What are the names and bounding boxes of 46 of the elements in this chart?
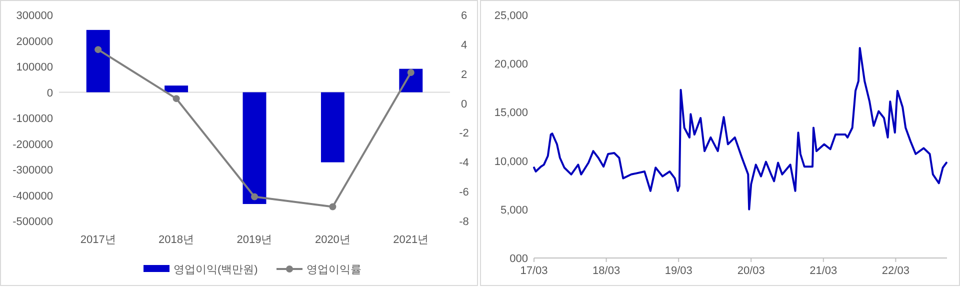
- x-tick-label: 2021년: [393, 234, 429, 246]
- y-tick-label: 10,000: [494, 156, 528, 168]
- y2-tick-label: -4: [459, 157, 469, 170]
- y2-tick-label: -6: [459, 186, 469, 199]
- x-tick-label: 2019년: [236, 234, 272, 246]
- x-tick-label: 2017년: [80, 234, 116, 246]
- y-tick-label: 5,000: [500, 204, 528, 216]
- y-tick-label: -500000: [12, 216, 53, 228]
- bar: [242, 92, 266, 204]
- y2-tick-label: 2: [460, 68, 468, 81]
- y-tick-label: 100000: [16, 62, 53, 74]
- bar: [164, 86, 188, 92]
- y2-tick-label: 6: [460, 10, 468, 22]
- x-tick-label: 17/03: [520, 265, 548, 277]
- point: [172, 95, 180, 102]
- bar: [86, 30, 110, 92]
- y2-tick-label: -2: [459, 128, 469, 140]
- y-tick-label: 300000: [16, 10, 53, 22]
- legend-label: 영업이익률: [306, 264, 362, 276]
- point: [94, 46, 102, 54]
- point: [329, 203, 336, 210]
- x-tick-label: 2018년: [158, 234, 194, 246]
- x-tick-label: 19/03: [664, 265, 692, 277]
- y-tick-label: -300000: [12, 164, 53, 176]
- x-tick-label: 20/03: [737, 265, 765, 277]
- y-tick-label: 200000: [16, 36, 53, 48]
- y-tick-label: 20,000: [494, 58, 528, 71]
- x-tick-label: 18/03: [592, 265, 620, 277]
- y-tick-label: -100000: [12, 113, 53, 125]
- point: [251, 193, 258, 200]
- point: [407, 69, 414, 76]
- y-tick-label: 000: [510, 253, 528, 265]
- y-tick-label: -200000: [12, 138, 53, 151]
- x-tick-label: 22/03: [882, 265, 910, 277]
- bar: [320, 92, 344, 162]
- y2-tick-label: 0: [460, 98, 468, 110]
- y-tick-label: 15,000: [494, 107, 528, 120]
- x-tick-label: 21/03: [810, 265, 838, 277]
- line-series: [533, 47, 948, 210]
- y-tick-label: 0: [46, 87, 53, 100]
- y2-tick-label: -8: [459, 216, 469, 228]
- y-tick-label: 25,000: [494, 10, 528, 22]
- x-tick-label: 2020년: [314, 234, 350, 246]
- legend-label: 영업이익(백만원): [174, 264, 258, 276]
- y2-tick-label: 4: [460, 39, 468, 52]
- y-tick-label: -400000: [12, 190, 53, 202]
